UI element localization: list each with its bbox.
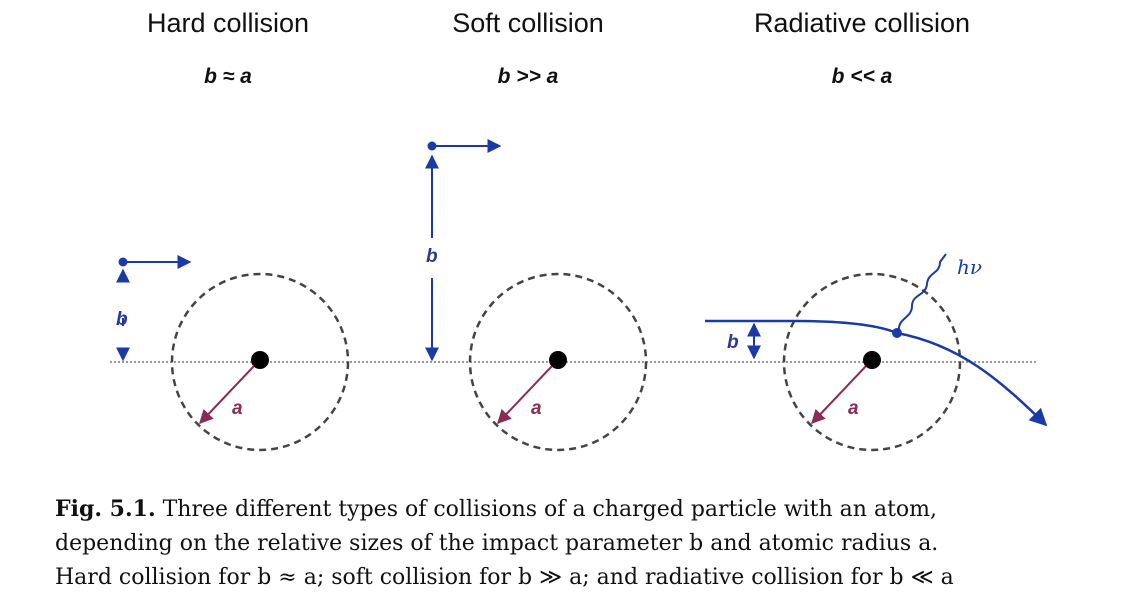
radius-arrow bbox=[497, 365, 553, 425]
atom-boundary bbox=[468, 272, 648, 452]
collision-diagram: Hard collision Soft collision Radiative … bbox=[110, 8, 1048, 452]
radius-arrow bbox=[811, 365, 867, 425]
nucleus bbox=[251, 351, 269, 369]
impact-parameter-label: b bbox=[116, 309, 128, 330]
panel-title-radiative: Radiative collision bbox=[754, 8, 970, 38]
panel-condition-radiative: b << a bbox=[832, 65, 893, 88]
atom-boundary bbox=[170, 272, 350, 452]
impact-parameter-label: b bbox=[426, 246, 438, 267]
nucleus bbox=[863, 351, 881, 369]
panel-title-soft: Soft collision bbox=[452, 8, 604, 38]
panel-soft: a b bbox=[425, 139, 648, 452]
interaction-point bbox=[892, 328, 902, 338]
panel-title-hard: Hard collision bbox=[147, 8, 309, 38]
photon-wavy-line bbox=[897, 253, 947, 331]
atom-boundary bbox=[782, 272, 962, 452]
radius-label: a bbox=[232, 398, 243, 419]
figure-caption: Fig. 5.1. Three different types of colli… bbox=[55, 492, 1095, 595]
radius-label: a bbox=[531, 398, 542, 419]
caption-line-1: Fig. 5.1. Three different types of colli… bbox=[55, 492, 1095, 527]
impact-parameter-label: b bbox=[727, 332, 739, 353]
nucleus bbox=[549, 351, 567, 369]
radius-arrow bbox=[199, 365, 255, 425]
particle-trajectory bbox=[705, 319, 1048, 427]
panel-condition-soft: b >> a bbox=[498, 65, 559, 88]
panel-hard: a b bbox=[116, 255, 350, 452]
caption-line-2: depending on the relative sizes of the i… bbox=[55, 531, 939, 556]
photon-label: hν bbox=[957, 255, 982, 279]
panel-condition-hard: b ≈ a bbox=[204, 65, 252, 88]
caption-text-1: Three different types of collisions of a… bbox=[162, 497, 938, 522]
radius-label: a bbox=[848, 398, 859, 419]
caption-label: Fig. 5.1. bbox=[55, 496, 156, 522]
caption-line-3: Hard collision for b ≈ a; soft collision… bbox=[55, 565, 954, 590]
panel-radiative: a b hν bbox=[705, 253, 1048, 452]
